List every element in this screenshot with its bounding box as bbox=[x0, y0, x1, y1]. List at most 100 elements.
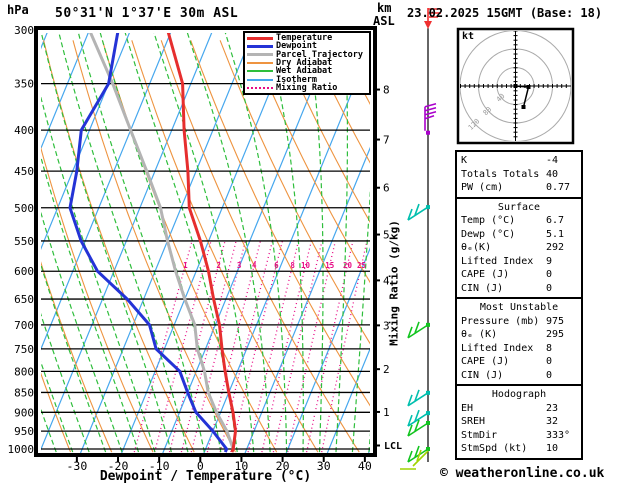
wet-adiabat-line bbox=[41, 263, 107, 453]
temp-tick-label: -20 bbox=[108, 459, 129, 473]
table-row-value: -4 bbox=[546, 155, 559, 166]
mixing-ratio-line bbox=[153, 240, 212, 453]
isotherm-line bbox=[285, 247, 370, 453]
table-row-label: Totals Totals bbox=[461, 168, 540, 180]
station-title: 50°31'N 1°37'E 30m ASL bbox=[55, 6, 239, 21]
wind-barb-glyph bbox=[407, 419, 429, 437]
table-row-label: Pressure (mb) bbox=[461, 315, 540, 327]
pressure-tick-label: 450 bbox=[14, 165, 34, 178]
mixing-ratio-label: 4 bbox=[252, 261, 257, 270]
wind-barb-glyph bbox=[407, 389, 429, 407]
dry-adiabat-line bbox=[190, 40, 370, 407]
temp-tick-label: 40 bbox=[358, 459, 372, 473]
dry-adiabat-line bbox=[41, 372, 72, 453]
table-row: StmSpd (kt) 10 bbox=[461, 442, 581, 456]
table-row: Lifted Index 9 bbox=[461, 255, 581, 269]
indices-tables: K -4 Totals Totals 40 PW (cm) 0.77 Surface Temp… bbox=[455, 150, 583, 460]
wind-barb-glyph bbox=[400, 449, 429, 470]
km-tick-label: 5 bbox=[383, 229, 390, 242]
pressure-tick-label: 700 bbox=[14, 319, 34, 332]
temp-tick-label: 20 bbox=[276, 459, 290, 473]
table-row-label: SREH bbox=[461, 416, 486, 427]
temp-tick-label: 0 bbox=[197, 459, 204, 473]
mixing-ratio-line bbox=[180, 240, 237, 453]
wet-adiabat-line bbox=[41, 360, 74, 453]
mixing-ratio-line bbox=[219, 240, 274, 453]
legend-item: Isotherm bbox=[247, 75, 367, 84]
isotherm-line bbox=[0, 30, 7, 453]
table-row-label: CAPE (J) bbox=[461, 356, 510, 367]
pressure-tick-label: 400 bbox=[14, 124, 34, 137]
mixing-ratio-label: 2 bbox=[216, 261, 221, 270]
table-row-value: 23 bbox=[546, 402, 559, 414]
pressure-tick-label: 850 bbox=[14, 386, 34, 399]
dry-adiabat-line bbox=[160, 40, 360, 453]
table-row-label: Dewp (°C) bbox=[461, 228, 516, 240]
mixing-ratio-line bbox=[287, 240, 337, 453]
table-row: StmDir 333° bbox=[461, 429, 581, 443]
table-row-label: StmSpd (kt) bbox=[461, 443, 528, 454]
wind-barb-glyph bbox=[407, 321, 429, 339]
dry-adiabat-line bbox=[278, 40, 370, 224]
table-row-value: 40 bbox=[546, 168, 559, 180]
pressure-tick-label: 800 bbox=[14, 365, 34, 378]
hodograph-marker bbox=[521, 105, 526, 109]
copyright-footer: © weatheronline.co.uk bbox=[440, 466, 605, 481]
wind-barb bbox=[407, 321, 430, 339]
mixing-ratio-line bbox=[247, 240, 300, 453]
wind-barb-dot bbox=[426, 411, 430, 416]
table-row-label: CIN (J) bbox=[461, 282, 504, 294]
table-row-value: 0 bbox=[546, 369, 553, 381]
mixing-ratio-label: 8 bbox=[290, 261, 295, 270]
wind-barb-dot bbox=[426, 447, 430, 451]
legend-item: Parcel Trajectory bbox=[247, 50, 367, 59]
mixing-ratio-line bbox=[230, 240, 284, 453]
legend-item: Dewpoint bbox=[247, 42, 367, 51]
wind-barb bbox=[407, 409, 430, 427]
wind-barb-dot bbox=[426, 390, 430, 395]
wet-adiabat-line bbox=[41, 33, 172, 453]
table-row: CIN (J) 0 bbox=[461, 369, 581, 383]
parcel-trajectory-curve bbox=[89, 33, 235, 453]
wind-barb bbox=[407, 445, 430, 463]
pressure-axis-unit: hPa bbox=[7, 3, 29, 17]
wind-barb-dot bbox=[426, 130, 430, 135]
pressure-tick-label: 650 bbox=[14, 293, 34, 306]
temperature-axis-title: Dewpoint / Temperature (°C) bbox=[99, 469, 312, 484]
wind-barb-dot bbox=[426, 420, 430, 425]
wind-barb bbox=[424, 102, 437, 135]
table-row-label: StmDir bbox=[461, 429, 498, 441]
mixing-ratio-label: 3 bbox=[237, 261, 242, 270]
temp-tick-label: 10 bbox=[235, 459, 249, 473]
dewpoint-curve bbox=[68, 33, 229, 453]
pressure-tick-label: 950 bbox=[14, 425, 34, 438]
mixing-ratio-line bbox=[305, 240, 354, 453]
km-tick-label: 4 bbox=[383, 274, 390, 287]
wind-barb bbox=[400, 449, 429, 470]
table-row: θₑ (K) 295 bbox=[461, 328, 581, 342]
wet-adiabat-line bbox=[41, 312, 90, 453]
legend-label: Temperature bbox=[276, 33, 333, 44]
km-tick-label: 3 bbox=[383, 319, 390, 332]
legend-label: Dry Adiabat bbox=[276, 58, 333, 69]
wet-adiabat-line bbox=[41, 211, 123, 453]
dry-adiabat-line bbox=[219, 40, 370, 345]
legend-label: Mixing Ratio bbox=[276, 82, 338, 93]
altitude-axis-unit-km: km bbox=[377, 1, 392, 15]
pressure-tick-label: 500 bbox=[14, 202, 34, 215]
table-row-label: CAPE (J) bbox=[461, 269, 510, 280]
wind-barb-glyph bbox=[407, 445, 429, 463]
legend-label: Wet Adiabat bbox=[276, 66, 333, 77]
temp-tick-label: -10 bbox=[149, 459, 170, 473]
table-row-label: PW (cm) bbox=[461, 182, 504, 193]
table-row-value: 10 bbox=[546, 443, 559, 454]
table-section-header: Most Unstable bbox=[479, 302, 559, 313]
legend-swatch bbox=[247, 78, 273, 81]
mixing-ratio-label: 20 bbox=[343, 261, 353, 270]
pressure-tick-label: 1000 bbox=[8, 443, 35, 456]
pressure-tick-label: 350 bbox=[14, 78, 34, 91]
km-tick-label: 6 bbox=[383, 182, 390, 195]
datetime-title: 23.02.2025 15GMT (Base: 18) bbox=[407, 6, 603, 20]
table-row-value: 9 bbox=[546, 255, 553, 267]
km-tick-label: 7 bbox=[383, 134, 390, 147]
